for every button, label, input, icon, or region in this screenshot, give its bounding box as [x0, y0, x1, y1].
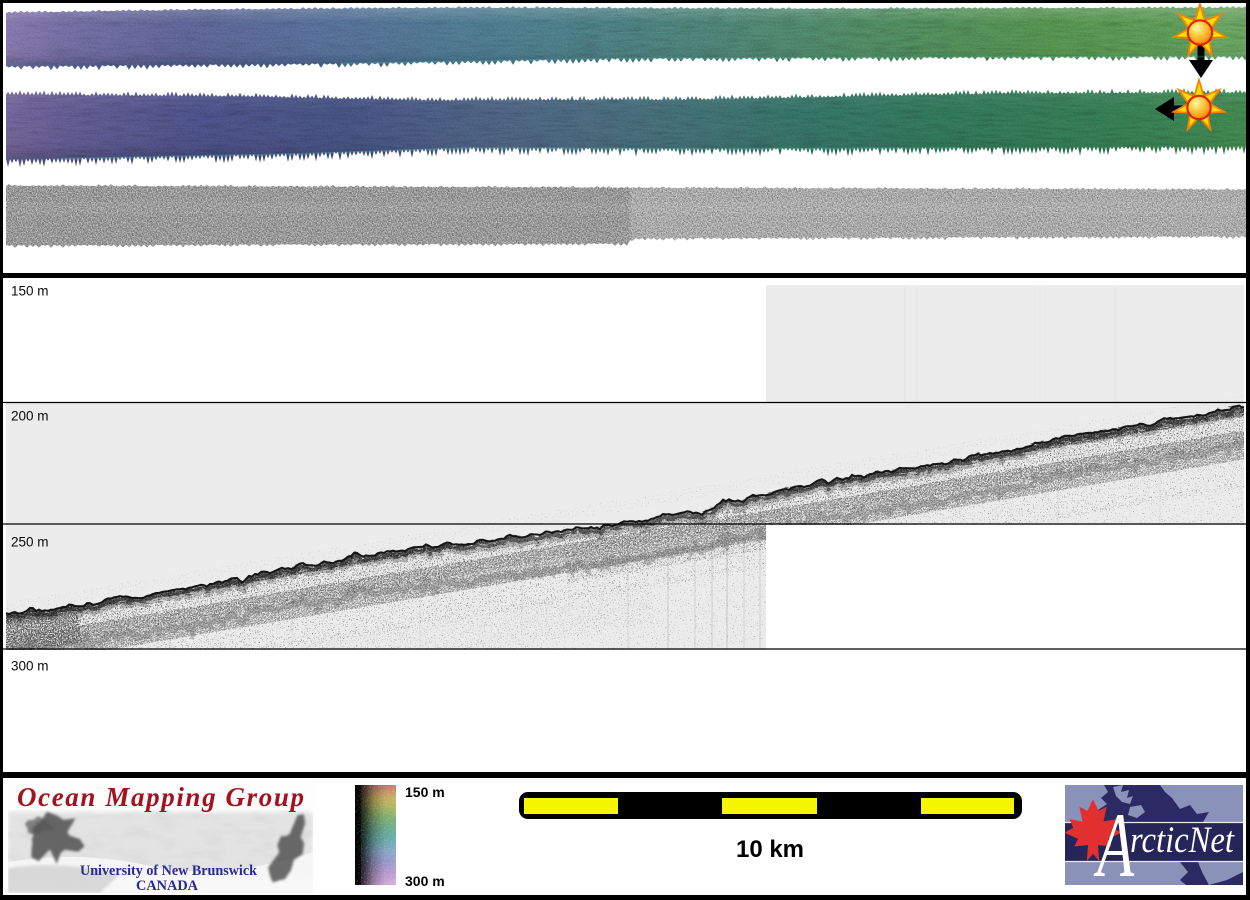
svg-text:University of New Brunswick: University of New Brunswick — [80, 863, 258, 879]
svg-text:CANADA: CANADA — [136, 878, 199, 894]
svg-text:rcticNet: rcticNet — [1130, 820, 1236, 861]
svg-text:150 m: 150 m — [11, 284, 49, 299]
svg-text:Ocean Mapping Group: Ocean Mapping Group — [17, 782, 304, 812]
svg-text:300 m: 300 m — [11, 659, 49, 674]
svg-text:200 m: 200 m — [11, 409, 49, 424]
svg-text:A: A — [1093, 795, 1134, 897]
svg-text:150 m: 150 m — [405, 784, 445, 800]
svg-text:300 m: 300 m — [405, 873, 445, 889]
svg-text:250 m: 250 m — [11, 535, 49, 550]
svg-text:10 km: 10 km — [736, 836, 804, 863]
